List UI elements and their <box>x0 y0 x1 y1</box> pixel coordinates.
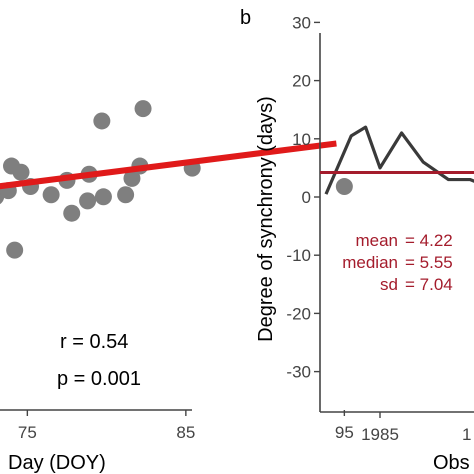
y-tick-label: -30 <box>286 363 311 382</box>
y-tick-label: 10 <box>292 130 311 149</box>
scatter-point <box>123 169 141 187</box>
x-tick-label-partial: 1 <box>462 425 471 444</box>
panel-b-y-ticks: 30 20 10 0 -10 -20 -30 <box>286 13 320 382</box>
scatter-point <box>6 241 24 259</box>
y-tick-label: -10 <box>286 246 311 265</box>
panel-a-x-axis-label: Day (DOY) <box>8 452 106 474</box>
stat-value: = 4.22 <box>405 231 453 250</box>
panel-a-scatter: 75 85 95 r = 0.54 p = 0.001 Day (DOY) <box>0 100 354 474</box>
panel-b-x-ticks: 1985 1 <box>361 412 471 444</box>
scatter-point <box>42 186 60 204</box>
scatter-point <box>63 204 81 222</box>
scatter-point <box>117 186 135 204</box>
scatter-point <box>94 188 112 206</box>
panel-b-label: b <box>240 7 251 29</box>
y-tick-label: -20 <box>286 304 311 323</box>
x-tick-label: 95 <box>335 423 354 442</box>
panel-b-y-axis-label: Degree of synchrony (days) <box>255 96 277 342</box>
scatter-point <box>12 163 30 181</box>
scatter-point <box>335 178 353 196</box>
scatter-point <box>134 100 152 118</box>
stat-label: mean <box>355 231 398 250</box>
panel-b-stats: mean = 4.22 median = 5.55 sd = 7.04 <box>342 231 453 294</box>
y-tick-label: 30 <box>292 13 311 32</box>
panel-b-x-axis-label: Obs <box>433 452 470 474</box>
y-tick-label: 20 <box>292 72 311 91</box>
stat-label: sd <box>380 275 398 294</box>
panel-a-r-annotation: r = 0.54 <box>60 331 128 353</box>
x-tick-label: 75 <box>18 423 37 442</box>
panel-a-p-annotation: p = 0.001 <box>57 368 141 390</box>
panel-a-x-ticks: 75 85 95 <box>18 410 354 442</box>
scatter-point <box>93 112 111 130</box>
panel-b-line-chart: b Degree of synchrony (days) 30 20 10 0 -10 -… <box>240 7 474 474</box>
stat-value: = 7.04 <box>405 275 453 294</box>
stat-value: = 5.55 <box>405 253 453 272</box>
panel-b-series-line <box>324 125 474 195</box>
stat-label: median <box>342 253 398 272</box>
x-tick-label: 1985 <box>361 425 399 444</box>
y-tick-label: 0 <box>302 188 311 207</box>
panel-a-trend-line <box>0 140 337 190</box>
scatter-point <box>79 192 97 210</box>
x-tick-label: 85 <box>176 423 195 442</box>
